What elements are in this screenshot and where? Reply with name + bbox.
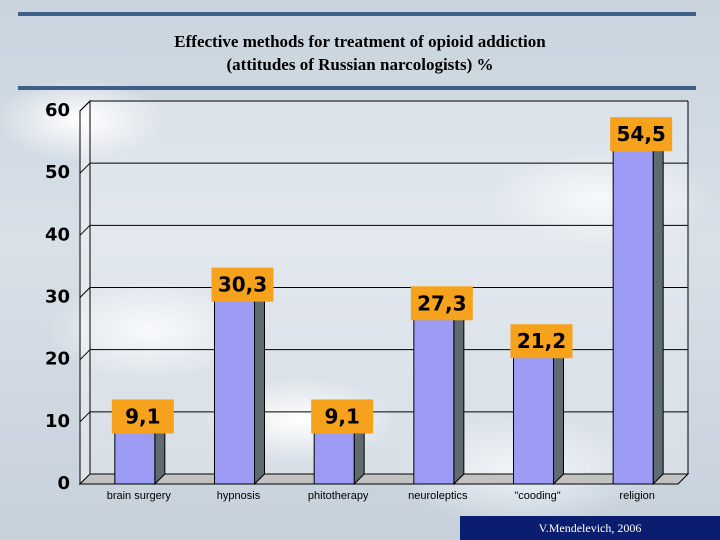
data-label: 9,1 [324,404,359,428]
top-rule [18,12,696,16]
bar [612,144,654,485]
data-label-box [111,399,174,434]
data-label-box [311,399,374,434]
data-label-box [410,286,473,321]
data-label: 30,3 [218,273,267,297]
chart-subtitle: (attitudes of Russian narcologists) % [226,55,494,74]
x-tick-label: neuroleptics [408,490,468,502]
x-tick-label: hypnosis [217,490,261,502]
y-tick-label: 20 [45,349,70,370]
bar [513,351,554,485]
bar [413,313,455,485]
x-tick-label: phitotherapy [308,490,369,502]
author-credit: V.Mendelevich, 2006 [460,516,720,540]
bar-side [652,133,664,486]
x-tick-label: religion [619,490,654,502]
bar-side [553,340,564,486]
gridline-depth [79,349,91,361]
x-tick-label: brain surgery [107,490,172,502]
x-tick-label: "cooding" [514,490,560,502]
y-tick-label: 10 [45,411,70,432]
y-tick-label: 0 [57,473,70,494]
y-tick-label: 60 [45,100,70,121]
data-label-box [510,324,573,359]
gridline-depth [79,411,91,423]
title-rule [18,86,696,90]
y-tick-label: 50 [45,162,70,183]
data-label-box [610,117,673,152]
gridline-depth [79,162,91,174]
chart-floor [78,473,690,485]
y-tick-label: 40 [45,224,70,245]
gridline-depth [79,100,91,112]
data-label: 54,5 [616,122,665,146]
bar [114,426,156,485]
bar [313,426,355,485]
bar-side [254,284,265,486]
bar-side [453,303,465,486]
data-label-box [211,267,274,302]
gridline-depth [79,287,91,298]
y-tick-label: 30 [45,287,70,308]
gridline-depth [79,224,91,236]
data-label: 9,1 [125,404,160,428]
chart-title: Effective methods for treatment of opioi… [174,32,546,51]
data-label: 27,3 [417,291,466,315]
bar [214,295,255,485]
data-label: 21,2 [517,329,566,353]
